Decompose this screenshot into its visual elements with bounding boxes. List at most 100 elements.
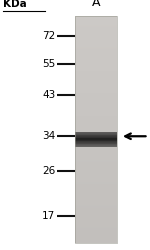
Bar [75,196,117,197]
Bar [75,44,117,45]
Bar [75,49,117,50]
Bar [75,53,117,54]
Bar [75,42,117,43]
Bar [75,95,117,96]
Bar [75,223,117,224]
Bar [75,214,117,215]
Bar [75,166,117,167]
Bar [75,30,117,31]
Bar [75,110,117,111]
Bar [75,44,117,46]
Bar [75,50,117,52]
Bar [75,164,117,165]
Bar [75,198,117,199]
Bar [75,186,117,188]
Bar [75,24,117,25]
Bar [75,177,117,178]
Bar [75,93,117,94]
Bar [75,210,117,212]
Bar [75,225,117,226]
Bar [75,118,117,120]
Bar [75,236,117,237]
Bar [75,69,117,70]
Bar [75,138,117,139]
Bar [75,195,117,196]
Bar [75,84,117,85]
Bar [75,221,117,222]
Bar [75,134,117,135]
Bar [75,119,117,120]
Bar [75,211,117,212]
Bar [75,165,117,166]
Bar [75,134,117,136]
Bar [75,113,117,114]
Bar [75,100,117,101]
Bar [75,175,117,176]
Bar [75,123,117,124]
Bar [75,209,117,210]
Bar [75,234,117,235]
Bar [75,227,117,228]
Bar [75,156,117,157]
Bar [75,29,117,30]
Bar [75,17,117,18]
Bar [75,23,117,24]
Bar [75,142,117,144]
Bar [75,215,117,216]
Bar [75,203,117,204]
Bar [75,31,117,32]
Bar [75,129,117,130]
Bar [75,167,117,168]
Bar [75,238,117,240]
Bar [75,98,117,99]
Bar [75,122,117,123]
Bar [75,144,117,145]
Bar [75,141,117,142]
Bar [75,176,117,177]
Bar [75,111,117,112]
Bar [75,81,117,82]
Bar [75,226,117,228]
Bar [75,90,117,92]
Bar [75,75,117,76]
Bar [75,39,117,40]
Bar [75,43,117,44]
Bar [75,182,117,183]
Bar [75,146,117,148]
Bar [75,197,117,198]
Bar [75,163,117,164]
Bar [75,178,117,179]
Bar [75,201,117,202]
Bar [75,109,117,110]
Bar [75,130,117,131]
Bar [75,94,117,95]
Bar [75,60,117,61]
Bar [75,160,117,161]
Bar [75,48,117,49]
Bar [75,19,117,20]
Bar [75,82,117,83]
Bar [75,204,117,206]
Bar [75,172,117,173]
Bar [75,79,117,80]
Bar [75,135,117,136]
Bar [75,169,117,170]
Text: 55: 55 [42,59,56,69]
Bar [75,116,117,117]
Bar [75,114,117,115]
Bar [75,54,117,56]
Bar [75,59,117,60]
Bar [75,213,117,214]
Bar [75,85,117,86]
Bar [75,153,117,154]
Bar [75,96,117,98]
Bar [75,237,117,238]
Bar [75,146,117,147]
Bar [75,204,117,205]
Bar [75,200,117,201]
Bar [75,77,117,78]
Bar [75,216,117,218]
Bar [75,192,117,193]
Bar [75,226,117,227]
Bar [75,20,117,21]
